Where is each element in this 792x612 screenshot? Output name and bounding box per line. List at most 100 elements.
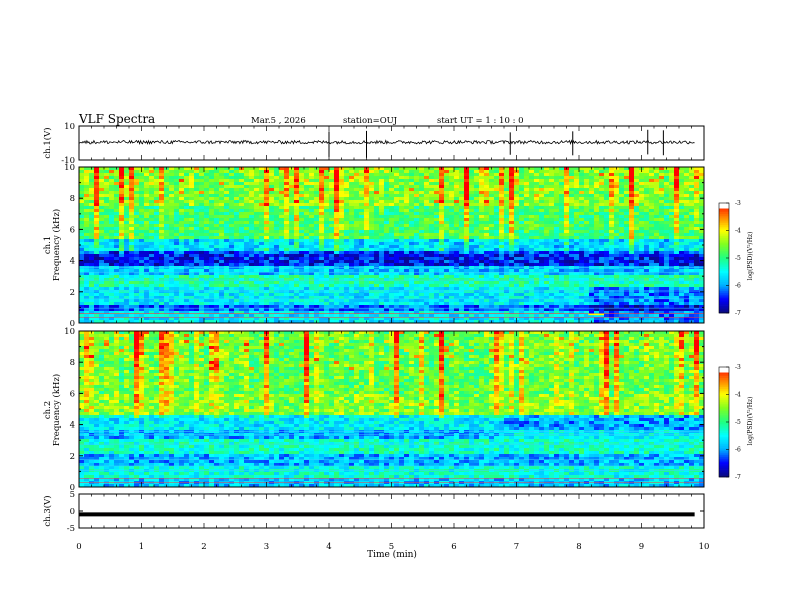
ch1-spectrogram-cell xyxy=(424,200,430,204)
ch1-spectrogram-cell xyxy=(234,305,240,309)
ch1-spectrogram-cell xyxy=(199,203,205,207)
ch1-spectrogram-cell xyxy=(364,260,370,264)
ch1-spectrogram-cell xyxy=(289,251,295,255)
ch1-spectrogram-cell xyxy=(184,287,190,291)
ch1-spectrogram-cell xyxy=(109,221,115,225)
ch1-spectrogram-cell xyxy=(539,248,545,252)
ch1-spectrogram-cell xyxy=(544,209,550,213)
ch1-spectrogram-cell xyxy=(409,311,415,315)
ch1-spectrogram-cell xyxy=(239,206,245,210)
ch1-spectrogram-cell xyxy=(294,179,300,183)
ch1-spectrogram-cell xyxy=(204,218,210,222)
ch1-spectrogram-cell xyxy=(359,317,365,321)
ch1-spectrogram-cell xyxy=(84,200,90,204)
ch1-spectrogram-cell xyxy=(494,320,500,324)
ch1-spectrogram-cell xyxy=(299,308,305,312)
ch1-spectrogram-cell xyxy=(524,299,530,303)
ch1-spectrogram-cell xyxy=(344,221,350,225)
ch1-spectrogram-cell xyxy=(109,263,115,267)
ch1-spectrogram-cell xyxy=(339,275,345,279)
ch1-spectrogram-cell xyxy=(154,320,160,324)
ch1-spectrogram-cell xyxy=(294,191,300,195)
ch1-spectrogram-cell xyxy=(144,278,150,282)
ch1-spectrogram-cell xyxy=(124,203,130,207)
ch1-spectrogram-cell xyxy=(299,227,305,231)
ch1-spectrogram-cell xyxy=(324,197,330,201)
ch1-spectrogram-cell xyxy=(239,188,245,192)
ch1-spectrogram-cell xyxy=(544,317,550,321)
ch1-spectrogram-cell xyxy=(249,176,255,180)
ch1-spectrogram-cell xyxy=(109,275,115,279)
ch1-spectrogram-cell xyxy=(514,230,520,234)
ch1-spectrogram-cell xyxy=(259,287,265,291)
ch1-spectrogram-cell xyxy=(304,179,310,183)
ch1-spectrogram-cell xyxy=(344,254,350,258)
ch1-spectrogram-cell xyxy=(284,245,290,249)
ch1-spectrogram-cell xyxy=(389,200,395,204)
ch1-spectrogram-cell xyxy=(149,167,155,171)
ch1-spectrogram-cell xyxy=(454,254,460,258)
ch1-spectrogram-cell xyxy=(184,248,190,252)
ch1-spectrogram-cell xyxy=(124,227,130,231)
ch1-spectrogram-cell xyxy=(239,200,245,204)
ch1-spectrogram-cell xyxy=(309,224,315,228)
ch1-spectrogram-cell xyxy=(189,260,195,264)
ch1-spectrogram-cell xyxy=(424,287,430,291)
ch1-spectrogram-cell xyxy=(179,308,185,312)
ch1-spectrogram-cell xyxy=(234,272,240,276)
ch1-spectrogram-cell xyxy=(104,272,110,276)
ch1-spectrogram-cell xyxy=(539,281,545,285)
ch1-spectrogram-cell xyxy=(519,269,525,273)
ch1-spectrogram-cell xyxy=(194,206,200,210)
ch1-spectrogram-cell xyxy=(469,206,475,210)
ch1-spectrogram-cell xyxy=(299,167,305,171)
ch1-spectrogram-cell xyxy=(254,170,260,174)
ch1-spectrogram-cell xyxy=(324,212,330,216)
ch1-spectrogram-cell xyxy=(124,200,130,204)
ch1-spectrogram-cell xyxy=(154,284,160,288)
ch1-spectrogram-cell xyxy=(459,221,465,225)
ch1-spectrogram-cell xyxy=(469,284,475,288)
ch1-spectrogram-cell xyxy=(169,305,175,309)
ch1-spectrogram-cell xyxy=(204,320,210,324)
ch1-spectrogram-cell xyxy=(104,278,110,282)
ch1-spectrogram-cell xyxy=(289,248,295,252)
ch1-spectrogram-cell xyxy=(499,236,505,240)
ch1-spectrogram-cell xyxy=(114,185,120,189)
ch1-spectrogram-cell xyxy=(469,275,475,279)
ch1-spectrogram-cell xyxy=(344,272,350,276)
ch1-spectrogram-cell xyxy=(244,296,250,300)
ch1-spectrogram-cell xyxy=(554,281,560,285)
ch1-spectrogram-cell xyxy=(119,170,125,174)
ch1-spectrogram-cell xyxy=(374,182,380,186)
ch1-spectrogram-cell xyxy=(254,248,260,252)
ch1-spectrogram-cell xyxy=(314,245,320,249)
ch1-spectrogram-cell xyxy=(234,314,240,318)
ch1-spectrogram-cell xyxy=(534,167,540,171)
ch1-spectrogram-cell xyxy=(104,209,110,213)
ch1-spectrogram-cell xyxy=(529,167,535,171)
ch1-spectrogram-cell xyxy=(269,269,275,273)
ch1-spectrogram-cell xyxy=(139,182,145,186)
ch1-spectrogram-cell xyxy=(319,185,325,189)
ch1-spectrogram-cell xyxy=(249,275,255,279)
ch1-spectrogram-cell xyxy=(444,209,450,213)
ch1-spectrogram-cell xyxy=(444,203,450,207)
ch1-spectrogram-cell xyxy=(179,272,185,276)
ch1-spectrogram-cell xyxy=(214,296,220,300)
ch1-spectrogram-cell xyxy=(324,191,330,195)
ch1-spectrogram-cell xyxy=(309,227,315,231)
ch1-spectrogram-cell xyxy=(549,182,555,186)
ch1-spectrogram-cell xyxy=(314,260,320,264)
ch1-spectrogram-cell xyxy=(389,257,395,261)
ch1-spectrogram-cell xyxy=(404,314,410,318)
ch1-spectrogram-cell xyxy=(489,218,495,222)
ch1-spectrogram-cell xyxy=(504,314,510,318)
ch1-spectrogram-cell xyxy=(219,305,225,309)
ch1-spectrogram-cell xyxy=(344,284,350,288)
ch1-spectrogram-cell xyxy=(479,320,485,324)
ch1-spectrogram-cell xyxy=(439,275,445,279)
ch1-spectrogram-cell xyxy=(394,185,400,189)
ch1-spectrogram-cell xyxy=(169,251,175,255)
ch1-spectrogram-cell xyxy=(534,200,540,204)
